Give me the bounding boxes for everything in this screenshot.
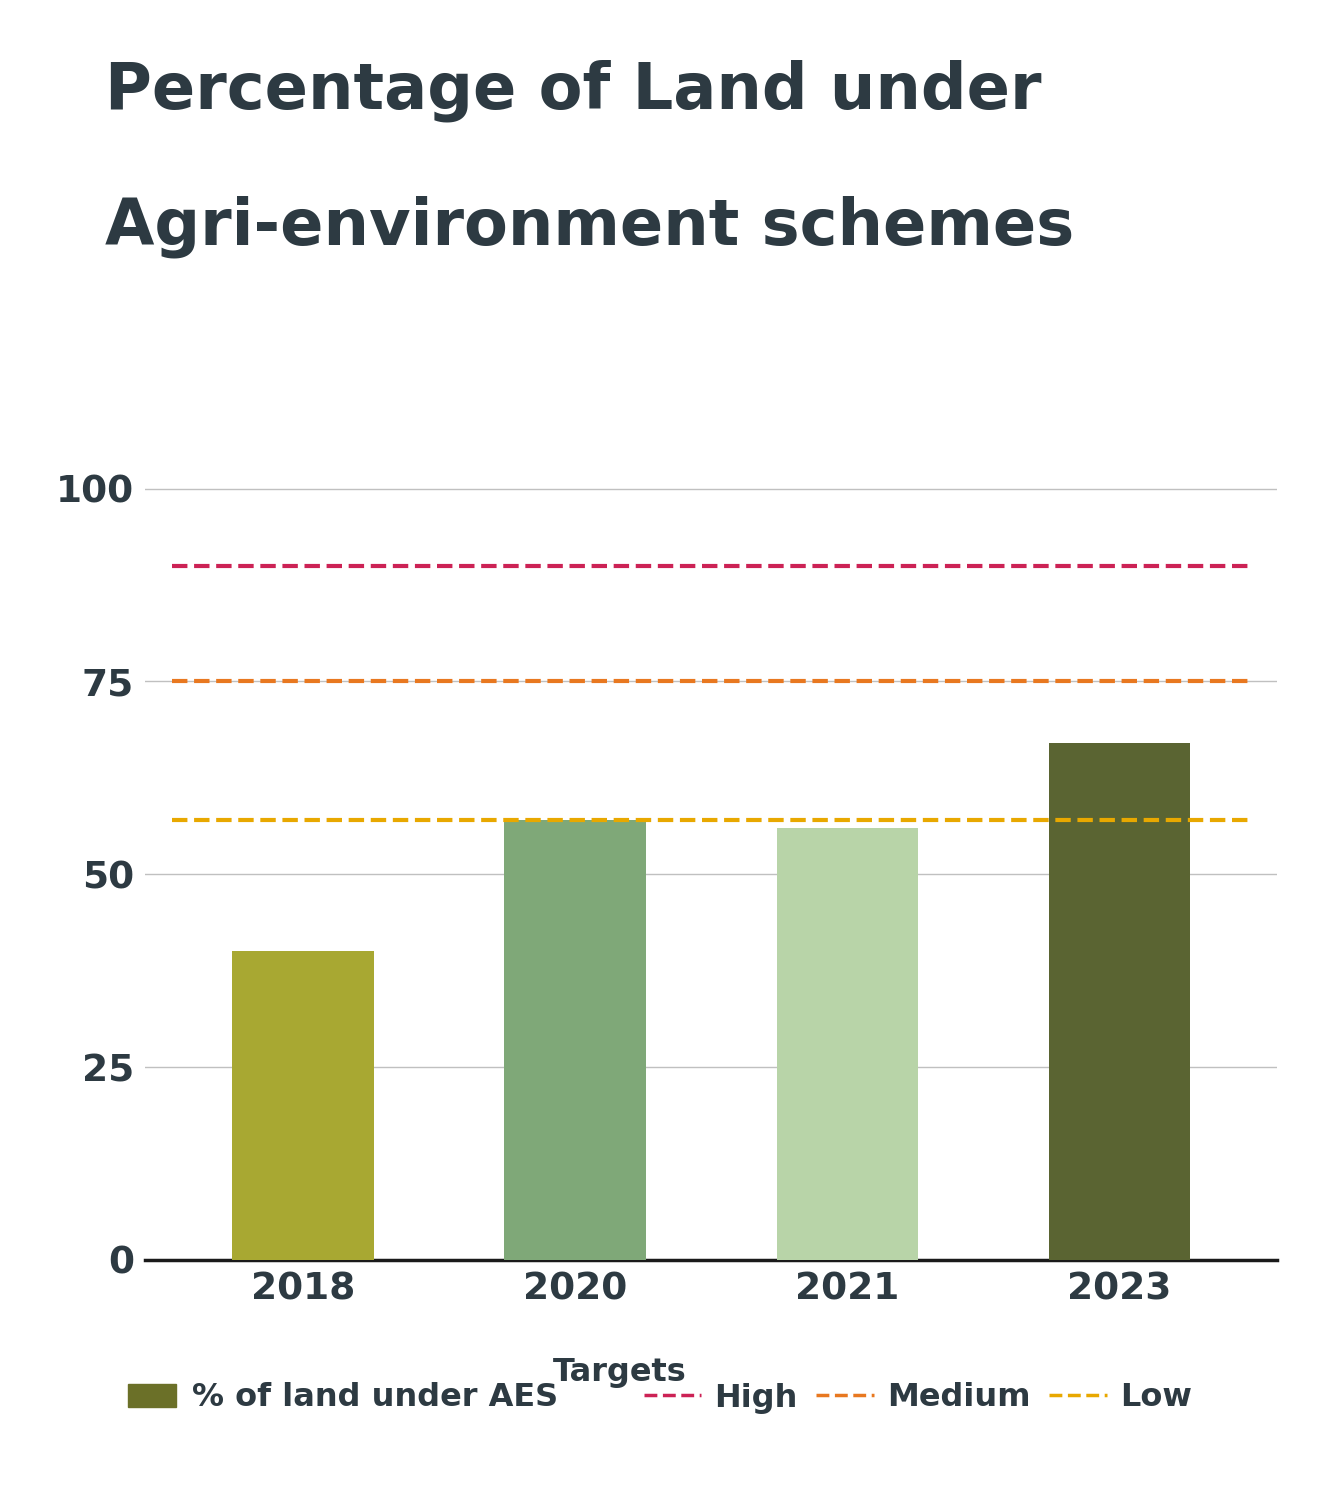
Bar — [1048, 742, 1191, 1260]
Text: Percentage of Land under: Percentage of Land under — [105, 60, 1042, 123]
Bar — [232, 951, 374, 1260]
Text: Targets: Targets — [553, 1358, 687, 1388]
Text: Agri-environment schemes: Agri-environment schemes — [105, 195, 1075, 258]
Legend: High, Medium, Low: High, Medium, Low — [631, 1370, 1205, 1426]
Bar — [504, 821, 645, 1260]
Bar — [777, 828, 918, 1260]
